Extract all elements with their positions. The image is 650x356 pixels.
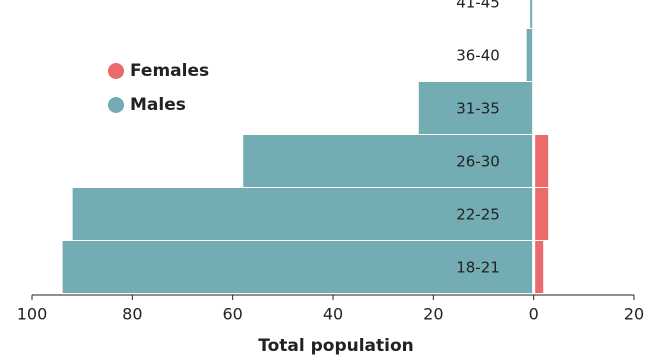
category-label: 22-25	[456, 206, 500, 224]
x-tick-label: 20	[423, 305, 443, 324]
category-label: 41-45	[456, 0, 500, 12]
category-label: 26-30	[456, 153, 500, 171]
x-axis-title: Total population	[258, 336, 414, 356]
bar	[61, 240, 534, 294]
bar	[534, 187, 550, 241]
bar	[529, 0, 534, 29]
x-tick-label: 60	[222, 305, 242, 324]
legend-label: Males	[130, 95, 186, 115]
bar	[71, 187, 534, 241]
bar	[525, 28, 534, 82]
bar	[534, 134, 550, 188]
category-label: 31-35	[456, 100, 500, 118]
bar	[242, 134, 534, 188]
x-tick-label: 100	[17, 305, 48, 324]
legend-swatch	[108, 63, 124, 79]
legend-swatch	[108, 97, 124, 113]
x-tick-label: 0	[529, 305, 539, 324]
x-tick-label: 20	[624, 305, 644, 324]
bar	[417, 81, 534, 135]
x-tick-label: 40	[323, 305, 343, 324]
category-label: 18-21	[456, 259, 500, 277]
bar	[534, 240, 545, 294]
legend-label: Females	[130, 61, 209, 81]
x-tick-label: 80	[122, 305, 142, 324]
category-label: 36-40	[456, 47, 500, 65]
